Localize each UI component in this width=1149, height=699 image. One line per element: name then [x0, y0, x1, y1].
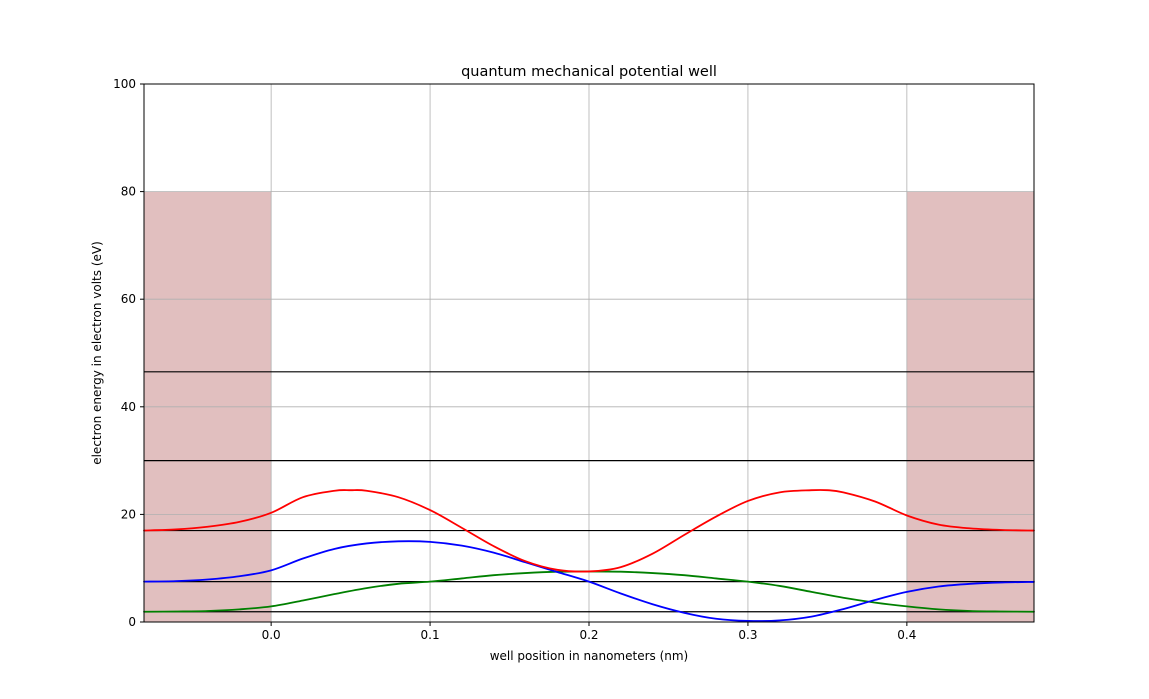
grid-layer: [144, 83, 1034, 623]
x-tick-label-3: 0.3: [738, 628, 757, 642]
x-tick-label-4: 0.4: [897, 628, 916, 642]
ticks-layer: 0.0 0.1 0.2 0.3 0.4 0 20 40 60 80 100: [113, 77, 916, 642]
series-line-3: [143, 489, 1035, 573]
x-tick-label-0: 0.0: [262, 628, 281, 642]
y-tick-label-4: 80: [121, 185, 136, 199]
x-tick-label-1: 0.1: [421, 628, 440, 642]
y-tick-label-1: 20: [121, 507, 136, 521]
y-tick-label-0: 0: [128, 615, 136, 629]
y-axis-label: electron energy in electron volts (eV): [90, 241, 104, 465]
x-axis-label: well position in nanometers (nm): [490, 649, 689, 663]
y-tick-label-5: 100: [113, 77, 136, 91]
chart-title: quantum mechanical potential well: [461, 64, 717, 80]
series-line-2: [143, 540, 1035, 622]
y-tick-label-3: 60: [121, 292, 136, 306]
series-layer: [143, 489, 1035, 622]
y-tick-label-2: 40: [121, 400, 136, 414]
x-tick-label-2: 0.2: [579, 628, 598, 642]
